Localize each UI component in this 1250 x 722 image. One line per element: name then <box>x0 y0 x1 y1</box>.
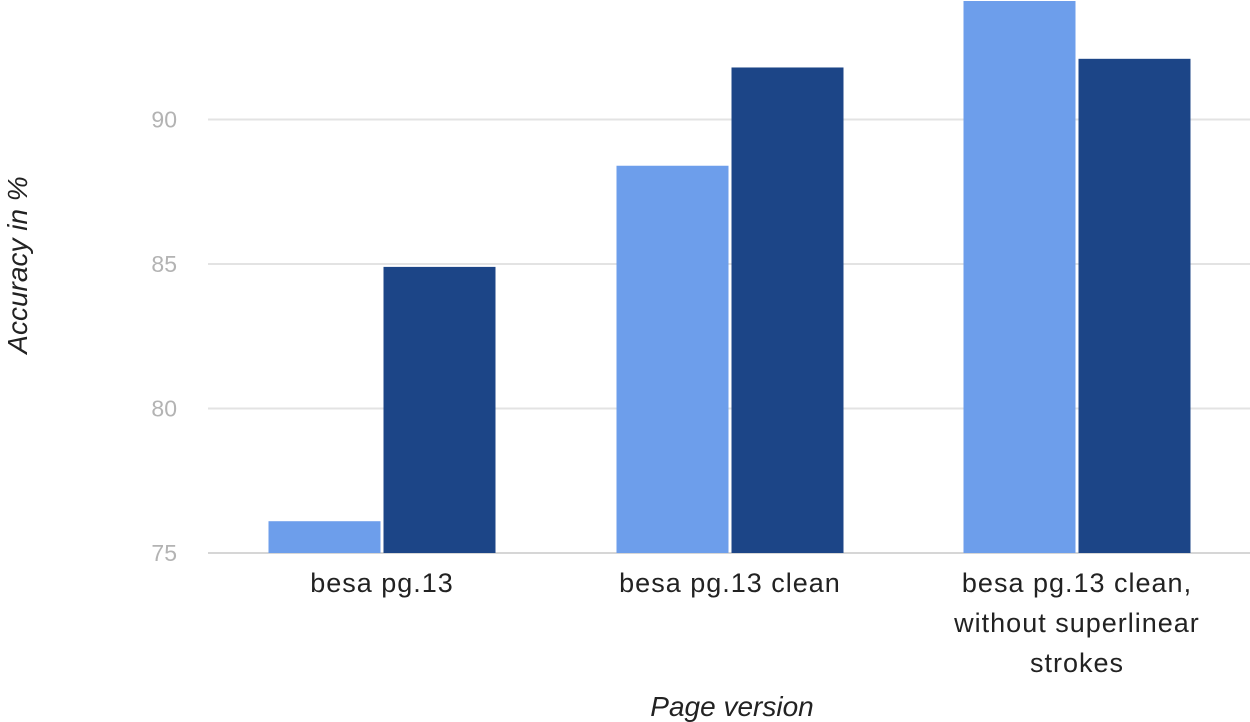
y-tick-label: 85 <box>151 251 177 277</box>
bar-series-1-category-2 <box>616 165 729 554</box>
bar-series-2-category-3 <box>1078 58 1191 554</box>
bar-series-2-category-2 <box>731 67 844 553</box>
y-tick-label: 90 <box>151 107 177 133</box>
gridlines <box>208 118 1250 554</box>
x-axis-title: Page version <box>650 691 813 722</box>
bar-series-1-category-3 <box>963 1 1076 553</box>
y-tick-label: 80 <box>151 396 177 422</box>
y-axis-ticks: 75 80 85 90 <box>151 107 177 567</box>
y-axis-title: Accuracy in % <box>2 176 33 355</box>
x-category-label: besa pg.13 clean, without superlinear stro… <box>953 568 1200 678</box>
y-tick-label: 75 <box>151 540 177 566</box>
x-category-label: besa pg.13 clean <box>619 568 841 598</box>
bar-series-1-category-1 <box>268 521 381 553</box>
x-axis-categories: besa pg.13 besa pg.13 clean besa pg.13 cle… <box>310 568 1200 678</box>
bars <box>268 1 1191 554</box>
bar-series-2-category-1 <box>383 266 496 553</box>
x-category-label: besa pg.13 <box>310 568 454 598</box>
